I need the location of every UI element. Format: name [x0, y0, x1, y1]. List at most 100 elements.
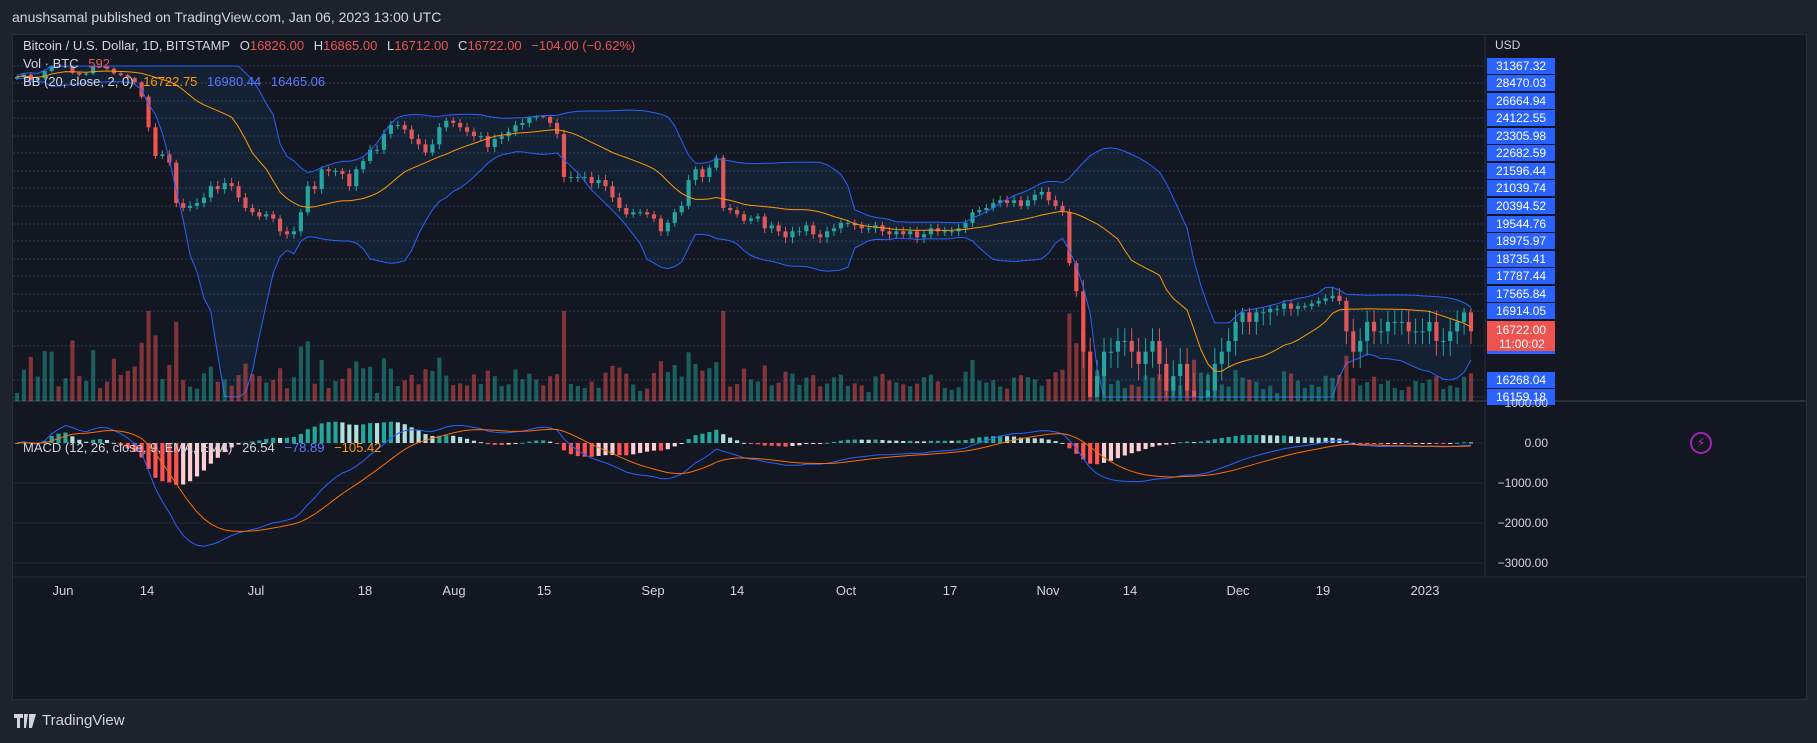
volume-bar	[1378, 384, 1384, 401]
candle-body	[1247, 312, 1252, 322]
macd-hist-bar	[1025, 438, 1030, 443]
candle-body	[243, 197, 248, 209]
candle	[908, 226, 913, 239]
macd-hist-bar	[374, 423, 380, 443]
candle	[229, 177, 234, 192]
volume-bar	[1053, 372, 1058, 401]
volume-bar	[167, 365, 172, 401]
volume-bar	[1191, 359, 1197, 401]
volume-bar	[284, 388, 290, 401]
price-level-box	[1487, 198, 1555, 214]
candle	[1025, 195, 1030, 210]
candle-body	[368, 149, 373, 161]
volume-bar	[1288, 373, 1294, 401]
candle-body	[264, 214, 269, 217]
candle-body	[91, 66, 96, 74]
macd-hist-bar	[804, 443, 809, 445]
chart-frame[interactable]: USD 31367.32 28470.03 26664.94 24122.55 23305…	[12, 34, 1807, 700]
time-label: Jun	[53, 583, 74, 598]
macd-hist-bar	[49, 435, 54, 443]
candle	[1302, 302, 1307, 310]
tradingview-logo[interactable]: TradingView	[14, 712, 125, 729]
candle-body	[831, 228, 837, 232]
volume-bar	[845, 386, 850, 401]
open-value: 16826.00	[249, 38, 305, 53]
candle-body	[859, 225, 864, 229]
volume-bar	[1101, 370, 1107, 401]
candle	[416, 134, 421, 150]
candle-body	[201, 197, 207, 204]
macd-hist-bar	[402, 424, 407, 443]
candle	[1067, 208, 1072, 266]
volume-bar	[935, 381, 940, 401]
price-level-label: 31367.32	[1496, 59, 1546, 73]
candle-body	[388, 125, 393, 134]
volume-bar	[520, 379, 525, 401]
macd-legend[interactable]: MACD (12, 26, close, 9, EMA, EMA) 26.54 …	[23, 440, 387, 455]
volume-bar	[991, 380, 996, 401]
candle	[1371, 310, 1377, 345]
volume-bar	[1448, 385, 1453, 401]
candle	[949, 226, 954, 236]
volume-bar	[298, 346, 303, 401]
candle-body	[728, 208, 733, 211]
price-level-box	[1487, 216, 1555, 232]
candle	[894, 226, 899, 239]
candle	[409, 125, 414, 144]
macd-hist-bar	[797, 443, 802, 446]
macd-hist-bar	[201, 443, 207, 471]
candle-body	[84, 73, 89, 75]
candle-body	[1378, 331, 1384, 333]
candle-body	[188, 205, 193, 209]
macd-hist-bar	[693, 435, 698, 443]
volume-bar	[1247, 379, 1252, 401]
macd-hist-bar	[991, 436, 996, 443]
candle-body	[790, 231, 795, 238]
macd-hist-bar	[1468, 442, 1474, 444]
candle	[368, 144, 373, 164]
volume-bar	[1385, 380, 1390, 401]
candle	[1378, 318, 1384, 345]
candle	[734, 206, 740, 218]
bb-basis-value: 16722.75	[143, 74, 198, 89]
candle	[1150, 328, 1155, 368]
candle-body	[1219, 351, 1224, 364]
chart-canvas[interactable]: USD 31367.32 28470.03 26664.94 24122.55 23305…	[13, 35, 1807, 700]
lightning-icon[interactable]: ⚡	[1690, 432, 1712, 454]
macd-hist-bar	[1108, 443, 1114, 461]
macd-hist-bar	[513, 443, 518, 444]
candle-body	[257, 212, 262, 217]
tradingview-logo-icon	[14, 713, 36, 728]
macd-hist-bar	[1143, 443, 1148, 450]
candle	[1143, 337, 1148, 380]
volume-legend[interactable]: Vol · BTC 592	[23, 56, 116, 71]
macd-hist-bar	[1053, 441, 1058, 443]
macd-hist-value: 26.54	[242, 440, 275, 455]
candle	[880, 221, 885, 236]
candle	[181, 198, 186, 212]
candle-body	[478, 136, 483, 138]
candle	[1413, 318, 1418, 345]
volume-bar	[1413, 381, 1418, 401]
candle-body	[430, 144, 435, 153]
volume-bar	[49, 351, 54, 401]
candle-body	[1323, 298, 1328, 301]
macd-hist-bar	[409, 427, 414, 443]
candle	[942, 226, 947, 236]
volume-bar	[873, 376, 878, 401]
macd-hist-bar	[1191, 442, 1197, 444]
macd-hist-bar	[672, 443, 677, 447]
macd-hist-bar	[589, 443, 594, 457]
volume-bar	[271, 380, 276, 401]
price-legend[interactable]: Bitcoin / U.S. Dollar, 1D, BITSTAMP O168…	[23, 38, 641, 53]
candle-body	[658, 218, 663, 232]
bb-legend[interactable]: BB (20, close, 2, 0) 16722.75 16980.44 1…	[23, 74, 331, 89]
macd-hist-bar	[866, 439, 871, 443]
volume-bar	[596, 387, 601, 401]
candle-body	[1330, 295, 1335, 299]
candle	[707, 164, 712, 183]
price-level-label: 18735.41	[1496, 252, 1546, 266]
macd-hist-bar	[354, 424, 359, 443]
volume-bar	[77, 376, 82, 401]
macd-hist-bar	[1005, 436, 1010, 443]
